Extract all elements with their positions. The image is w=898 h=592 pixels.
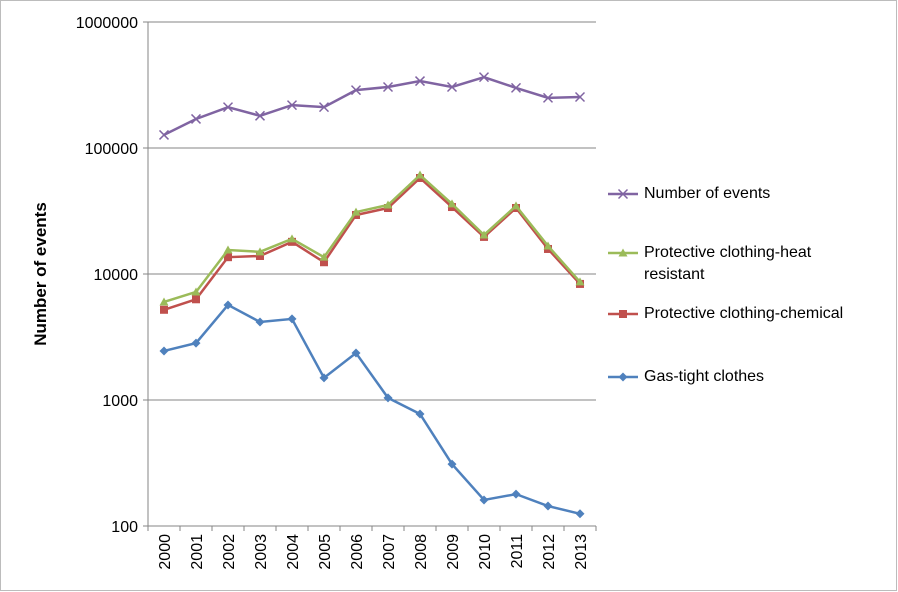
y-axis-title: Number of events: [31, 202, 50, 346]
marker: [542, 92, 554, 103]
marker: [382, 81, 394, 93]
y-tick-label: 1000: [102, 393, 138, 410]
marker: [511, 489, 521, 499]
marker: [224, 253, 232, 262]
marker: [287, 234, 297, 243]
legend-item: Gas-tight clothes: [606, 366, 896, 388]
marker: [351, 348, 361, 358]
marker: [159, 297, 169, 306]
y-tick-label: 10000: [94, 267, 139, 284]
legend-swatch: [608, 310, 638, 318]
marker: [286, 100, 298, 111]
marker: [255, 317, 265, 327]
x-tick-label: 2005: [317, 534, 334, 570]
marker: [192, 295, 200, 304]
marker: [511, 201, 521, 210]
series-line: [163, 75, 581, 137]
series-line: [163, 303, 581, 516]
legend-label: Protective clothing-chemical: [644, 305, 844, 322]
marker: [319, 373, 329, 383]
marker: [256, 251, 264, 260]
series-line: [163, 176, 581, 311]
marker: [618, 248, 628, 257]
marker: [350, 85, 362, 96]
legend-swatch: [608, 248, 638, 257]
marker: [223, 300, 233, 310]
marker: [191, 338, 201, 348]
marker: [478, 72, 490, 83]
marker: [446, 81, 458, 93]
marker: [383, 200, 393, 209]
marker: [223, 245, 233, 254]
marker: [574, 91, 586, 103]
marker: [415, 409, 425, 419]
x-tick-label: 2008: [413, 534, 430, 570]
marker: [191, 287, 201, 296]
legend-item: Protective clothing-heat resistant: [606, 242, 896, 286]
x-tick-label: 2013: [573, 534, 590, 570]
legend-swatch: [608, 372, 638, 382]
series-line: [163, 173, 581, 304]
marker: [510, 82, 522, 93]
x-tick-label: 2009: [445, 534, 462, 570]
x-tick-label: 2007: [381, 534, 398, 570]
marker: [222, 102, 234, 113]
marker: [254, 110, 266, 121]
marker: [255, 247, 265, 256]
x-tick-label: 2011: [509, 534, 526, 569]
x-tick-label: 2004: [285, 534, 302, 570]
marker: [319, 252, 329, 261]
x-tick-label: 2002: [221, 534, 238, 570]
y-tick-label: 100: [111, 519, 138, 536]
marker: [351, 207, 361, 216]
marker: [618, 372, 628, 382]
marker: [543, 501, 553, 511]
marker: [447, 459, 457, 469]
y-tick-label: 100000: [85, 141, 138, 158]
legend-label: Protective clothing-heat resistant: [644, 244, 812, 283]
marker: [414, 76, 426, 87]
marker: [415, 170, 425, 179]
marker: [543, 241, 553, 250]
marker: [575, 277, 585, 286]
x-tick-label: 2000: [157, 534, 174, 570]
marker: [158, 129, 170, 140]
marker: [287, 314, 297, 324]
marker: [160, 305, 168, 314]
marker: [190, 113, 202, 124]
marker: [617, 188, 629, 200]
marker: [318, 102, 330, 113]
legend-swatch: [608, 188, 638, 200]
legend-label: Gas-tight clothes: [644, 368, 765, 385]
legend-label: Number of events: [644, 185, 771, 202]
marker: [159, 346, 169, 356]
x-tick-label: 2010: [477, 534, 494, 570]
marker: [575, 509, 585, 519]
x-tick-label: 2001: [189, 534, 206, 570]
marker: [479, 495, 489, 505]
marker: [320, 258, 328, 267]
x-tick-label: 2006: [349, 534, 366, 570]
y-tick-label: 1000000: [76, 15, 138, 32]
x-tick-label: 2003: [253, 534, 270, 570]
legend-item: Number of events: [606, 183, 896, 205]
marker: [619, 310, 627, 318]
marker: [383, 393, 393, 403]
marker: [447, 199, 457, 208]
legend-item: Protective clothing-chemical: [606, 303, 896, 325]
marker: [479, 230, 489, 239]
x-tick-label: 2012: [541, 534, 558, 570]
